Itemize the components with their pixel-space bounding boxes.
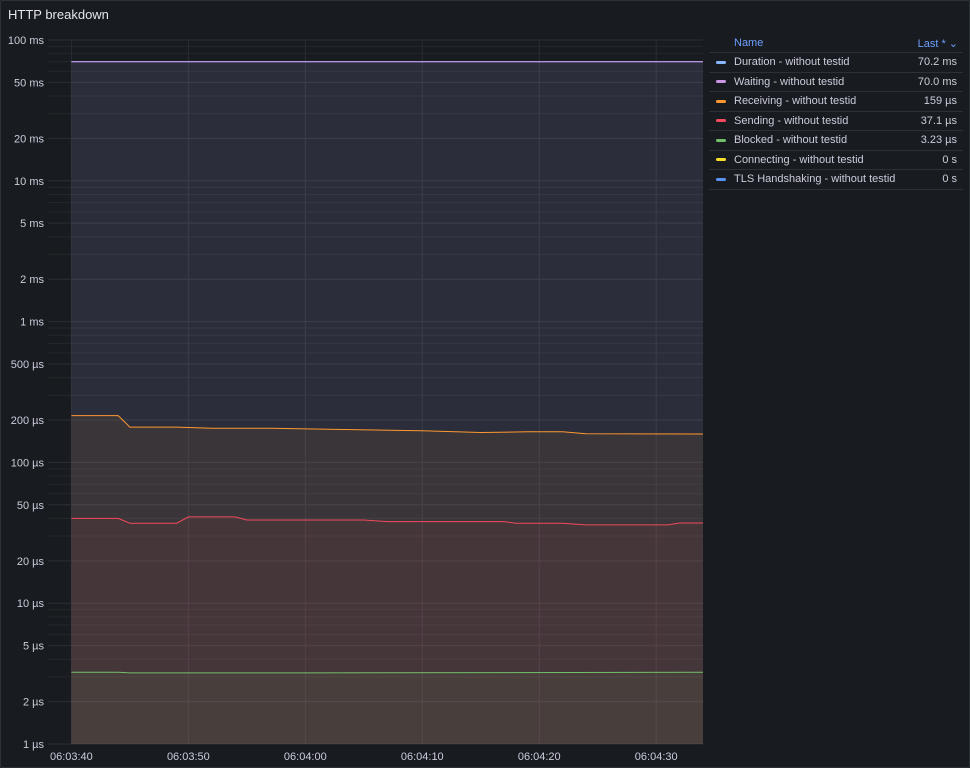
y-tick-label: 100 ms: [8, 35, 45, 47]
x-tick-label: 06:04:10: [401, 751, 444, 763]
y-tick-label: 1 µs: [23, 739, 45, 751]
y-tick-label: 200 µs: [11, 415, 45, 427]
legend-color-swatch: [716, 138, 726, 142]
series-area-fill: [71, 415, 703, 744]
legend-last-value: 37.1 µs: [920, 114, 957, 127]
series-line: [71, 516, 703, 526]
y-tick-label: 10 ms: [14, 176, 44, 188]
legend-series-name: Waiting - without testid: [734, 75, 845, 88]
series-line: [71, 415, 704, 435]
x-tick-label: 06:03:40: [50, 751, 93, 763]
y-tick-label: 500 µs: [11, 359, 45, 371]
legend-last-value: 70.2 ms: [917, 56, 957, 69]
legend-color-swatch: [716, 80, 726, 84]
y-tick-label: 2 ms: [20, 274, 44, 286]
series-line: [71, 671, 704, 674]
legend-series-name: Receiving - without testid: [734, 95, 857, 108]
x-tick-label: 06:03:50: [167, 751, 210, 763]
legend-row[interactable]: Blocked - without testid 3.23 µs: [709, 131, 963, 151]
series-area-fill: [71, 61, 703, 745]
legend-color-swatch: [716, 99, 726, 103]
legend-last-column-header[interactable]: Last * ⌄: [917, 37, 958, 50]
panel-title: HTTP breakdown: [8, 7, 109, 22]
y-tick-label: 100 µs: [11, 457, 45, 469]
legend-table: Name Last * ⌄ Duration - without testid 7…: [709, 34, 963, 190]
y-tick-label: 50 µs: [17, 500, 45, 512]
legend-last-value: 70.0 ms: [917, 75, 957, 88]
x-tick-label: 06:04:20: [518, 751, 561, 763]
y-tick-label: 20 µs: [17, 556, 45, 568]
legend-last-value: 0 s: [942, 173, 957, 186]
legend-row[interactable]: Connecting - without testid 0 s: [709, 151, 963, 170]
legend-row[interactable]: Sending - without testid 37.1 µs: [709, 112, 963, 131]
y-tick-label: 20 ms: [14, 133, 44, 145]
legend-last-value: 159 µs: [923, 95, 957, 108]
series-area-fill: [71, 672, 703, 744]
y-tick-label: 2 µs: [23, 697, 45, 709]
legend-row[interactable]: Duration - without testid 70.2 ms: [709, 53, 963, 73]
legend-header: Name Last * ⌄: [709, 34, 963, 53]
legend-last-value: 3.23 µs: [920, 134, 957, 147]
legend-series-name: Blocked - without testid: [734, 134, 848, 147]
legend-row[interactable]: Waiting - without testid 70.0 ms: [709, 73, 963, 92]
legend-rows: Duration - without testid 70.2 ms Waiting …: [709, 53, 963, 190]
legend-series-name: Sending - without testid: [734, 114, 849, 127]
legend-name-column-header[interactable]: Name: [734, 37, 764, 49]
legend-last-value: 0 s: [942, 153, 957, 166]
legend-color-swatch: [716, 158, 726, 162]
y-tick-label: 10 µs: [17, 598, 45, 610]
legend-color-swatch: [716, 119, 726, 123]
legend-row[interactable]: Receiving - without testid 159 µs: [709, 92, 963, 112]
y-tick-label: 50 ms: [14, 77, 44, 89]
legend-series-name: Connecting - without testid: [734, 153, 864, 166]
y-tick-label: 5 µs: [23, 641, 45, 653]
x-tick-label: 06:04:30: [635, 751, 678, 763]
legend-color-swatch: [716, 177, 726, 181]
legend-series-name: Duration - without testid: [734, 56, 850, 69]
legend-color-swatch: [716, 60, 726, 64]
y-tick-label: 1 ms: [20, 317, 44, 329]
y-tick-label: 5 ms: [20, 218, 44, 230]
legend-series-name: TLS Handshaking - without testid: [734, 173, 896, 186]
series-area-fill: [71, 61, 703, 745]
legend-row[interactable]: TLS Handshaking - without testid 0 s: [709, 170, 963, 190]
series-area-fill: [71, 516, 703, 744]
x-tick-label: 06:04:00: [284, 751, 327, 763]
